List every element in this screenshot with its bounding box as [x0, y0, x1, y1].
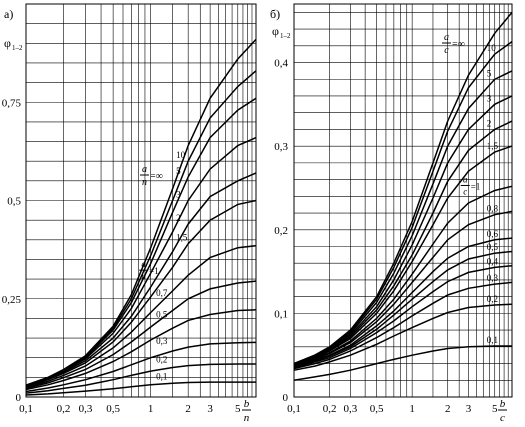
series-label-0,1: 0,1	[487, 335, 498, 345]
series-label-3: 3	[176, 190, 181, 200]
param-label-denominator: n	[142, 177, 147, 188]
x-tick-label: 5	[235, 403, 241, 415]
series-label-0,3: 0,3	[156, 336, 168, 346]
y-tick-label: 0,2	[274, 225, 288, 237]
series-label-eq1-denominator: n	[141, 271, 146, 281]
x-tick-label: 3	[207, 403, 213, 415]
series-label-0,5: 0,5	[156, 309, 168, 319]
series-line-1,5	[293, 145, 513, 366]
series-line-10	[293, 40, 513, 365]
x-tick-label: 0,2	[323, 403, 337, 415]
y-tick-label: 0,75	[2, 97, 22, 109]
series-line-0,7	[25, 280, 257, 390]
series-label-5: 5	[176, 166, 181, 176]
x-tick-label: 1	[409, 403, 415, 415]
series-line-0,5	[293, 250, 513, 369]
x-tick-label: 0,1	[19, 403, 33, 415]
y-axis-label-subscript: 1–2	[12, 44, 23, 52]
x-tick-label: 0,3	[343, 403, 357, 415]
series-label-0,7: 0,7	[156, 288, 168, 298]
x-tick-label: 5	[492, 403, 498, 415]
series-label-2: 2	[176, 213, 181, 223]
series-label-eq1-denominator: c	[463, 186, 467, 196]
series-line-0,5	[25, 309, 257, 391]
x-tick-label: 0,3	[79, 403, 93, 415]
param-label-suffix: =∞	[452, 39, 465, 50]
x-tick-label: 2	[185, 403, 191, 415]
series-label-0,1: 0,1	[156, 371, 167, 381]
y-tick-label: 0,3	[274, 141, 288, 153]
series-line-0,3	[293, 281, 513, 370]
param-label-numerator: a	[142, 164, 147, 175]
series-line-0,1	[293, 345, 512, 382]
series-label-0,4: 0,4	[487, 256, 499, 266]
series-label-eq1-suffix: =1	[149, 266, 159, 276]
series-label-0,2: 0,2	[487, 294, 498, 304]
x-tick-label: 2	[445, 403, 451, 415]
series-label-eq1-suffix: =1	[471, 181, 481, 191]
series-line-0,2	[293, 303, 513, 371]
y-tick-label: 0	[283, 392, 289, 404]
series-label-3: 3	[487, 93, 492, 103]
series-label-0,6: 0,6	[487, 229, 499, 239]
plot-frame	[293, 3, 513, 398]
x-tick-label: 0,5	[370, 403, 384, 415]
y-tick-label: 0,5	[7, 196, 21, 208]
y-tick-label: 0,4	[274, 58, 288, 70]
series-line-0,2	[25, 363, 256, 394]
series-line-0,6	[293, 237, 513, 368]
series-label-0,5: 0,5	[487, 242, 499, 252]
series-line-0,3	[25, 341, 257, 393]
series-line-2	[25, 172, 257, 388]
series-label-eq1-numerator: a	[463, 174, 468, 184]
panel-label: а)	[4, 7, 13, 21]
y-tick-label: 0	[16, 392, 22, 404]
series-label-10: 10	[176, 150, 186, 160]
series-label-0,3: 0,3	[487, 273, 499, 283]
series-label-2: 2	[487, 118, 492, 128]
x-tick-label: 3	[466, 403, 472, 415]
param-label-denominator: c	[444, 45, 449, 56]
series-line-1	[293, 185, 513, 367]
series-label-10: 10	[487, 43, 497, 53]
x-tick-label: 0,2	[57, 403, 71, 415]
series-label-1,5: 1,5	[487, 141, 499, 151]
x-tick-label: 0,1	[287, 403, 301, 415]
y-axis-label-subscript: 1–2	[280, 32, 291, 40]
x-tick-label: 1	[148, 403, 154, 415]
series-line-3	[293, 95, 513, 366]
y-tick-label: 0,1	[274, 308, 288, 320]
param-label-numerator: a	[444, 32, 449, 43]
series-label-0,8: 0,8	[487, 204, 499, 214]
series-line-1,5	[25, 199, 257, 388]
y-axis-label: φ	[272, 24, 279, 38]
series-line-∞	[25, 38, 257, 386]
series-line-1	[25, 244, 257, 389]
panel-label: б)	[270, 7, 280, 21]
y-axis-label: φ	[4, 36, 11, 50]
series-label-0,2: 0,2	[156, 355, 167, 365]
series-label-5: 5	[487, 68, 492, 78]
series-line-0,8	[293, 210, 513, 367]
x-axis-label-numerator: b	[500, 398, 506, 410]
plot-frame	[25, 3, 257, 398]
param-label-suffix: =∞	[150, 171, 163, 182]
x-axis-label-numerator: b	[244, 398, 250, 410]
x-tick-label: 0,5	[106, 403, 120, 415]
series-line-0,1	[25, 381, 256, 396]
series-line-0,4	[293, 264, 513, 369]
series-label-1,5: 1,5	[176, 233, 188, 243]
series-line-5	[293, 70, 513, 366]
series-line-3	[25, 136, 257, 387]
series-label-eq1-numerator: a	[141, 259, 146, 269]
x-axis-label-denominator: n	[244, 412, 250, 424]
x-axis-label-denominator: c	[500, 412, 505, 424]
y-tick-label: 0,25	[2, 294, 22, 306]
